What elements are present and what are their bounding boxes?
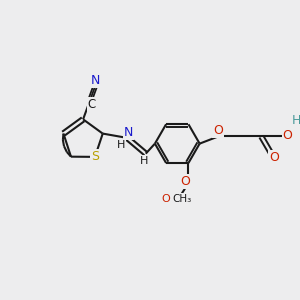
Text: H: H xyxy=(140,156,148,166)
Text: O: O xyxy=(161,194,170,204)
Text: O: O xyxy=(283,128,292,142)
Text: H: H xyxy=(292,114,300,127)
Text: O: O xyxy=(181,175,190,188)
Text: S: S xyxy=(91,150,99,164)
Text: CH₃: CH₃ xyxy=(173,194,192,204)
Text: H: H xyxy=(117,140,125,150)
Text: O: O xyxy=(213,124,223,136)
Text: N: N xyxy=(91,74,101,87)
Text: N: N xyxy=(124,126,133,139)
Text: C: C xyxy=(88,98,96,111)
Text: O: O xyxy=(269,151,279,164)
